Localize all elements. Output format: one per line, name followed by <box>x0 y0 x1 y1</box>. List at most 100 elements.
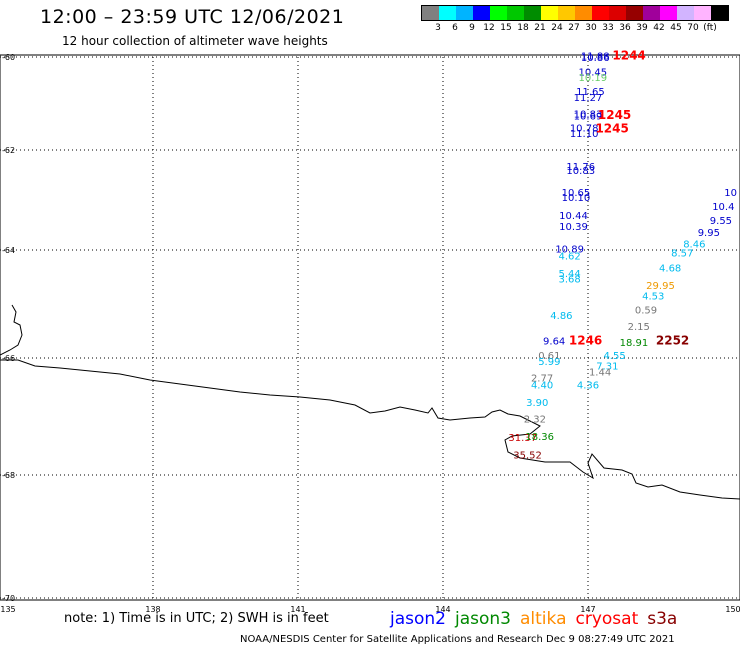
color-scale-swatch <box>524 6 541 20</box>
wave-height-label: 9.64 <box>543 337 565 348</box>
color-scale-tick: (ft) <box>703 23 717 33</box>
longitude-label: 147 <box>580 605 595 614</box>
color-scale: 3 6 9 12 15 18 21 24 27 30 33 36 39 42 45 70 (ft) <box>421 5 729 35</box>
color-scale-swatch <box>473 6 490 20</box>
longitude-label: 135 <box>0 605 15 614</box>
color-scale-swatch <box>592 6 609 20</box>
wave-height-label: 10.78 <box>570 123 599 134</box>
wave-height-label: 4.36 <box>577 380 599 391</box>
latitude-label: -60 <box>2 53 15 62</box>
color-scale-swatch <box>541 6 558 20</box>
wave-height-label: 1.44 <box>589 368 611 379</box>
wave-height-label: 10 <box>724 188 737 199</box>
wave-height-label: 10.45 <box>579 68 608 79</box>
color-scale-tick: 45 <box>670 23 682 33</box>
footer-note: note: 1) Time is in UTC; 2) SWH is in fe… <box>64 611 329 626</box>
color-scale-tick: 39 <box>636 23 648 33</box>
map-frame <box>0 54 740 601</box>
latitude-label: -66 <box>2 354 15 363</box>
color-scale-tick: 33 <box>602 23 614 33</box>
color-scale-tick: 12 <box>483 23 495 33</box>
color-scale-tick: 18 <box>517 23 529 33</box>
axis-labels: 135 138 141 144 147 150 -60 -62 -64 -66 -68 -70 <box>0 53 740 614</box>
wave-height-label: 11.27 <box>574 93 603 104</box>
map-subtitle: 12 hour collection of altimeter wave hei… <box>62 34 328 48</box>
color-scale-swatch <box>694 6 711 20</box>
color-scale-tick: 27 <box>568 23 580 33</box>
wave-height-label: 10.65 <box>562 188 591 199</box>
wave-height-label: 10.86 <box>581 53 610 64</box>
longitude-label: 141 <box>290 605 305 614</box>
color-scale-swatch <box>439 6 456 20</box>
color-scale-tick: 24 <box>551 23 563 33</box>
color-scale-tick: 9 <box>469 23 475 33</box>
wave-height-label: 0.59 <box>635 306 657 317</box>
wave-height-label: 10.89 <box>555 245 584 256</box>
wave-height-label: 11.76 <box>566 162 595 173</box>
color-scale-swatch <box>643 6 660 20</box>
wave-height-label: 10.69 <box>574 111 603 122</box>
wave-height-label: 2.32 <box>524 414 546 425</box>
wave-height-label: 7.31 <box>596 362 618 373</box>
color-scale-tick: 3 <box>435 23 441 33</box>
wave-height-label: 8.46 <box>683 240 705 251</box>
legend-altika: altika <box>520 609 567 629</box>
wave-height-label: 9.95 <box>698 228 720 239</box>
wave-height-label: 10.44 <box>559 211 588 222</box>
wave-height-label: 4.62 <box>559 252 581 263</box>
wave-height-label: 11.65 <box>576 87 605 98</box>
wave-height-label: 18.91 <box>620 338 649 349</box>
legend-s3a: s3a <box>647 609 678 629</box>
wave-height-label: 4.55 <box>603 351 625 362</box>
color-scale-swatch <box>677 6 694 20</box>
wave-height-label: 8.57 <box>671 248 693 259</box>
color-scale-swatch <box>626 6 643 20</box>
color-scale-tick: 15 <box>500 23 512 33</box>
color-scale-swatch <box>609 6 626 20</box>
wave-height-label: 35.52 <box>513 451 542 462</box>
wave-height-label: 4.53 <box>642 292 664 303</box>
color-scale-tick: 42 <box>653 23 665 33</box>
wave-height-label: 4.86 <box>550 311 572 322</box>
latitude-label: -70 <box>2 594 15 603</box>
color-scale-tick: 6 <box>452 23 458 33</box>
graticule <box>0 56 740 599</box>
latitude-label: -68 <box>2 471 15 480</box>
wave-height-label: 5.44 <box>559 269 581 280</box>
wave-height-label: 18.36 <box>525 432 554 443</box>
color-scale-swatch <box>558 6 575 20</box>
legend-cryosat: cryosat <box>575 609 639 629</box>
wave-height-label: 9.55 <box>710 216 732 227</box>
color-scale-tick: 36 <box>619 23 631 33</box>
pass-time-label: 1246 <box>569 334 602 348</box>
wave-height-label: 0.61 <box>538 351 560 362</box>
longitude-label: 150 <box>725 605 740 614</box>
latitude-label: -62 <box>2 146 15 155</box>
pass-time-label: 2252 <box>656 334 689 348</box>
color-scale-swatch <box>660 6 677 20</box>
color-scale-swatch <box>490 6 507 20</box>
wave-height-label: 4.68 <box>659 264 681 275</box>
wave-height-label: 10.83 <box>574 109 603 120</box>
wave-height-label: 11.10 <box>570 129 599 140</box>
legend-jason2: jason2 <box>390 609 446 629</box>
color-scale-swatch <box>422 6 439 20</box>
wave-height-label: 10.39 <box>559 222 588 233</box>
pass-time-label: 1244 <box>612 48 645 62</box>
longitude-label: 144 <box>435 605 450 614</box>
longitude-label: 138 <box>145 605 160 614</box>
wave-height-label: 3.90 <box>526 398 548 409</box>
wave-height-label: 10.19 <box>579 73 608 84</box>
pass-time-label: 1245 <box>598 108 631 122</box>
color-scale-swatch <box>575 6 592 20</box>
legend-jason3: jason3 <box>455 609 511 629</box>
wave-height-label: 10.10 <box>562 193 591 204</box>
pass-time-label: 1245 <box>595 121 628 135</box>
color-scale-swatch <box>711 6 728 20</box>
wave-height-label: 4.40 <box>531 380 553 391</box>
color-scale-tick: 70 <box>687 23 699 33</box>
coastline <box>0 304 740 500</box>
map-title: 12:00 – 23:59 UTC 12/06/2021 <box>40 6 345 28</box>
